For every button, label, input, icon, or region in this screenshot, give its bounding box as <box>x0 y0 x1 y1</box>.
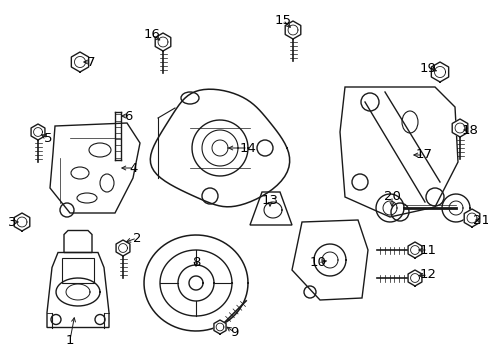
Polygon shape <box>407 242 421 258</box>
Text: 11: 11 <box>419 243 436 256</box>
Polygon shape <box>214 320 225 334</box>
Polygon shape <box>463 209 479 227</box>
Polygon shape <box>116 240 130 256</box>
Text: 19: 19 <box>419 62 436 75</box>
Text: 1: 1 <box>65 333 74 346</box>
Text: 5: 5 <box>43 131 52 144</box>
Polygon shape <box>14 213 30 231</box>
Text: 16: 16 <box>143 28 160 41</box>
Polygon shape <box>285 21 300 39</box>
Polygon shape <box>155 33 170 51</box>
Text: 2: 2 <box>132 231 141 244</box>
Text: 8: 8 <box>191 256 200 269</box>
Polygon shape <box>31 124 45 140</box>
Text: 14: 14 <box>239 141 256 154</box>
Polygon shape <box>407 270 421 286</box>
Text: 9: 9 <box>229 325 238 338</box>
Polygon shape <box>71 52 88 72</box>
Text: 10: 10 <box>309 256 326 270</box>
Text: 20: 20 <box>383 189 400 202</box>
Text: 12: 12 <box>419 269 436 282</box>
Text: 21: 21 <box>472 213 488 226</box>
Text: 7: 7 <box>86 55 95 68</box>
Polygon shape <box>430 62 448 82</box>
Text: 13: 13 <box>261 194 278 207</box>
Polygon shape <box>451 119 467 137</box>
Text: 18: 18 <box>461 123 477 136</box>
Text: 6: 6 <box>123 109 132 122</box>
Text: 15: 15 <box>274 13 291 27</box>
Text: 17: 17 <box>415 148 431 162</box>
Text: 4: 4 <box>129 162 138 175</box>
Text: 3: 3 <box>8 216 16 229</box>
